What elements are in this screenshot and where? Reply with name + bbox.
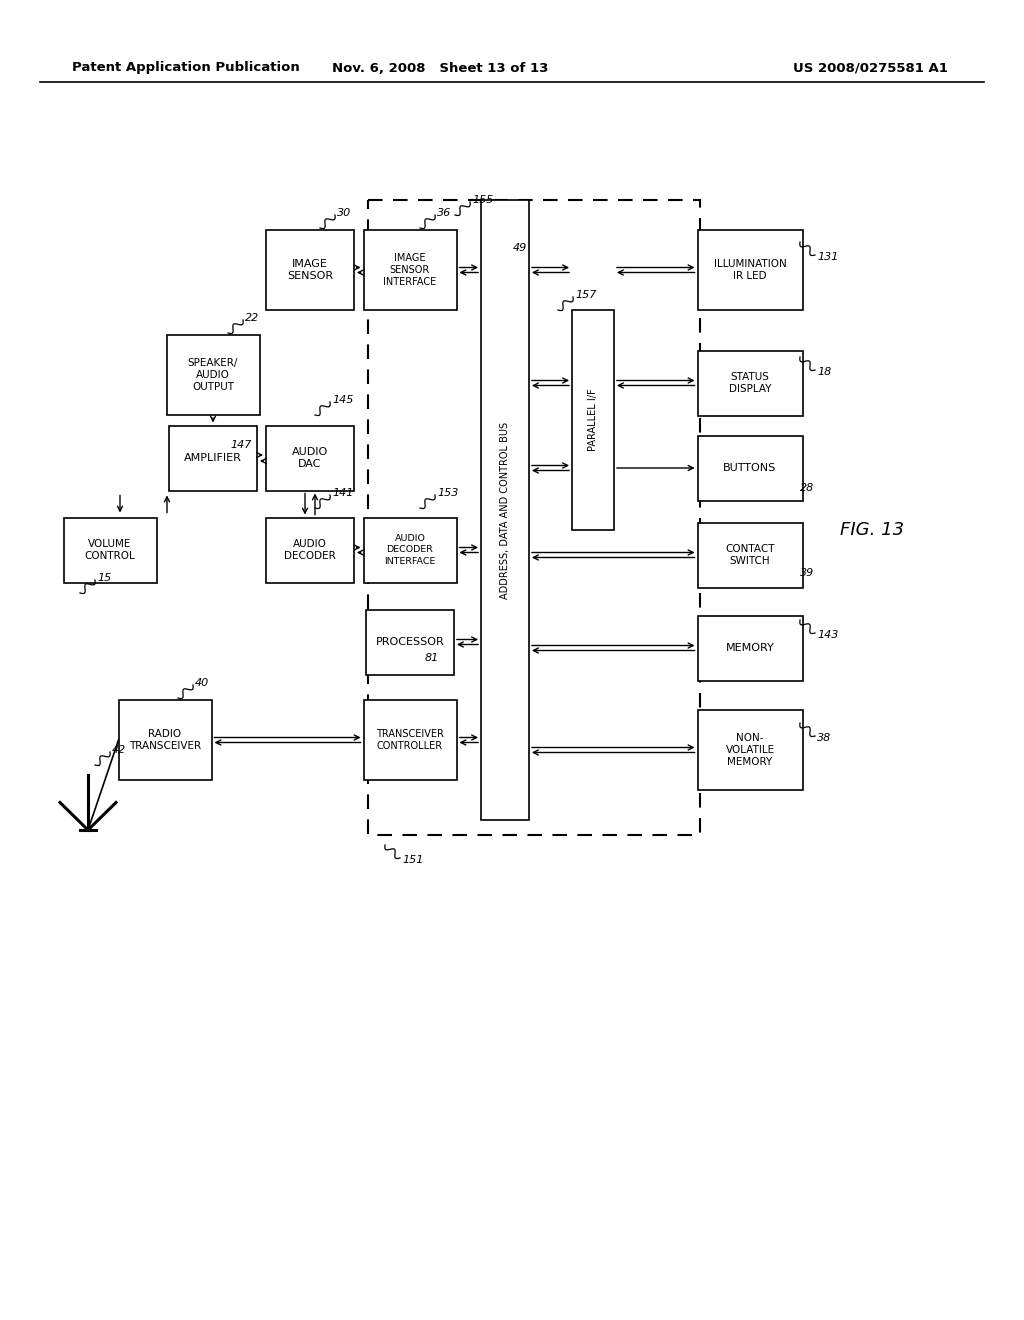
Text: IMAGE
SENSOR
INTERFACE: IMAGE SENSOR INTERFACE: [383, 252, 436, 288]
Text: 155: 155: [472, 195, 494, 205]
Text: TRANSCEIVER
CONTROLLER: TRANSCEIVER CONTROLLER: [376, 729, 444, 751]
Bar: [63, 517, 157, 582]
Text: AUDIO
DAC: AUDIO DAC: [292, 446, 328, 469]
Bar: [119, 700, 212, 780]
Text: 157: 157: [575, 290, 596, 300]
Text: 22: 22: [245, 313, 259, 323]
Text: 39: 39: [800, 568, 814, 578]
Text: PROCESSOR: PROCESSOR: [376, 638, 444, 647]
Text: AMPLIFIER: AMPLIFIER: [184, 453, 242, 463]
Text: STATUS
DISPLAY: STATUS DISPLAY: [729, 372, 771, 395]
Bar: [697, 523, 803, 587]
Bar: [364, 230, 457, 310]
Bar: [167, 335, 259, 414]
Text: 147: 147: [230, 440, 251, 450]
Text: 30: 30: [337, 209, 351, 218]
Text: 38: 38: [817, 733, 831, 743]
Text: SPEAKER/
AUDIO
OUTPUT: SPEAKER/ AUDIO OUTPUT: [187, 358, 239, 392]
Text: 145: 145: [332, 395, 353, 405]
Text: 141: 141: [332, 488, 353, 498]
Bar: [572, 310, 614, 531]
Text: RADIO
TRANSCEIVER: RADIO TRANSCEIVER: [129, 729, 201, 751]
Text: Nov. 6, 2008   Sheet 13 of 13: Nov. 6, 2008 Sheet 13 of 13: [332, 62, 548, 74]
Text: 143: 143: [817, 630, 839, 640]
Text: FIG. 13: FIG. 13: [840, 521, 904, 539]
Text: 42: 42: [112, 744, 126, 755]
Text: 153: 153: [437, 488, 459, 498]
Text: 151: 151: [402, 855, 423, 865]
Bar: [368, 201, 700, 836]
Bar: [697, 351, 803, 416]
Text: MEMORY: MEMORY: [726, 643, 774, 653]
Bar: [266, 425, 354, 491]
Text: VOLUME
CONTROL: VOLUME CONTROL: [85, 539, 135, 561]
Bar: [364, 700, 457, 780]
Text: 18: 18: [817, 367, 831, 378]
Text: AUDIO
DECODER
INTERFACE: AUDIO DECODER INTERFACE: [384, 535, 435, 565]
Text: 131: 131: [817, 252, 839, 261]
Bar: [697, 230, 803, 310]
Text: ILLUMINATION
IR LED: ILLUMINATION IR LED: [714, 259, 786, 281]
Bar: [364, 517, 457, 582]
Text: 28: 28: [800, 483, 814, 492]
Bar: [697, 710, 803, 789]
Text: 36: 36: [437, 209, 452, 218]
Bar: [266, 517, 354, 582]
Text: ADDRESS, DATA AND CONTROL BUS: ADDRESS, DATA AND CONTROL BUS: [500, 421, 510, 598]
Text: 81: 81: [425, 653, 439, 663]
Text: NON-
VOLATILE
MEMORY: NON- VOLATILE MEMORY: [725, 733, 774, 767]
Text: IMAGE
SENSOR: IMAGE SENSOR: [287, 259, 333, 281]
Bar: [366, 610, 454, 675]
Text: US 2008/0275581 A1: US 2008/0275581 A1: [793, 62, 947, 74]
Bar: [697, 436, 803, 500]
Text: Patent Application Publication: Patent Application Publication: [72, 62, 300, 74]
Text: 49: 49: [513, 243, 527, 253]
Bar: [481, 201, 529, 820]
Bar: [697, 615, 803, 681]
Text: 40: 40: [195, 678, 209, 688]
Text: CONTACT
SWITCH: CONTACT SWITCH: [725, 544, 775, 566]
Text: PARALLEL I/F: PARALLEL I/F: [588, 388, 598, 451]
Text: BUTTONS: BUTTONS: [723, 463, 776, 473]
Bar: [169, 425, 257, 491]
Text: AUDIO
DECODER: AUDIO DECODER: [284, 539, 336, 561]
Bar: [266, 230, 354, 310]
Text: 15: 15: [97, 573, 112, 583]
